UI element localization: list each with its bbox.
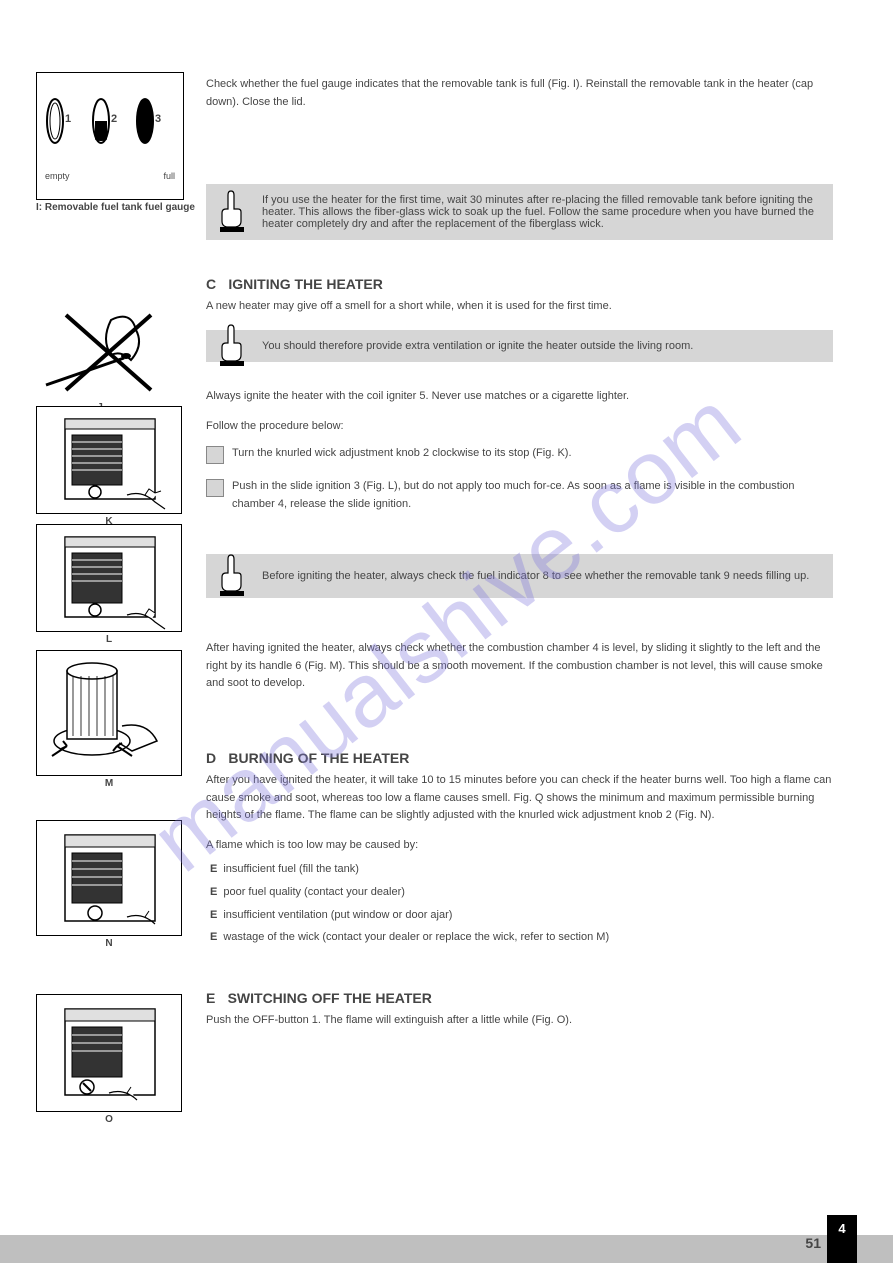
chevron-icon: E [210, 860, 217, 879]
gauge-full-label: full [163, 171, 175, 181]
figure-i: 1 2 3 empty full [36, 72, 184, 200]
note-box-3: Before igniting the heater, always check… [206, 554, 833, 598]
gauge-label-1: 1 [65, 113, 71, 125]
figure-l [36, 524, 182, 632]
pointing-hand-icon [216, 553, 252, 599]
figure-k [36, 406, 182, 514]
figure-n [36, 820, 182, 936]
bottom-bar [0, 1235, 893, 1263]
gauge-label-2: 2 [111, 113, 117, 125]
gauge-empty-label: empty [45, 171, 70, 181]
note-2-text: You should therefore provide extra venti… [262, 340, 693, 352]
section-e-label: E [206, 990, 215, 1006]
note-3-text: Before igniting the heater, always check… [262, 570, 809, 582]
figure-n-caption: N [105, 938, 112, 949]
figure-l-caption: L [106, 634, 112, 645]
cause-d: wastage of the wick (contact your dealer… [223, 928, 609, 947]
figure-o [36, 994, 182, 1112]
section-c-label: C [206, 276, 216, 292]
pointing-hand-icon [216, 189, 252, 235]
section-d-label: D [206, 750, 216, 766]
section-c-always: Always ignite the heater with the coil i… [206, 388, 833, 406]
note-box-2: You should therefore provide extra venti… [206, 330, 833, 362]
cause-a: insufficient fuel (fill the tank) [223, 860, 359, 879]
figure-j [36, 300, 164, 400]
note-box-1: If you use the heater for the first time… [206, 184, 833, 240]
section-c-follow: Follow the procedure below: [206, 418, 833, 436]
step-2-text: Push in the slide ignition 3 (Fig. L), b… [232, 478, 833, 513]
note-1-text: If you use the heater for the first time… [262, 194, 814, 230]
section-e-text: Push the OFF-button 1. The flame will ex… [206, 1012, 833, 1030]
cause-b: poor fuel quality (contact your dealer) [223, 883, 405, 902]
figure-m-caption: M [105, 778, 113, 789]
section-c-after: After having ignited the heater, always … [206, 640, 833, 693]
lang-code: 4 [827, 1215, 857, 1236]
figure-o-caption: O [105, 1114, 113, 1125]
step-number-1 [206, 446, 224, 464]
figure-m [36, 650, 182, 776]
section-c-title: IGNITING THE HEATER [228, 276, 383, 292]
section-c-intro: A new heater may give off a smell for a … [206, 298, 833, 316]
section-d-title: BURNING OF THE HEATER [228, 750, 409, 766]
top-paragraph: Check whether the fuel gauge indicates t… [206, 76, 833, 111]
section-e-title: SWITCHING OFF THE HEATER [228, 990, 432, 1006]
chevron-icon: E [210, 928, 217, 947]
page-number: 51 [805, 1235, 821, 1251]
section-d-causes-intro: A flame which is too low may be caused b… [206, 837, 833, 855]
chevron-icon: E [210, 906, 217, 925]
chevron-icon: E [210, 883, 217, 902]
pointing-hand-icon [216, 323, 252, 369]
step-number-2 [206, 479, 224, 497]
figure-i-caption: I: Removable fuel tank fuel gauge [36, 202, 184, 213]
step-1-text: Turn the knurled wick adjustment knob 2 … [232, 445, 572, 463]
section-d-intro: After you have ignited the heater, it wi… [206, 772, 833, 825]
gauge-label-3: 3 [155, 113, 161, 125]
cause-c: insufficient ventilation (put window or … [223, 906, 452, 925]
page-tab: 4 [827, 1215, 857, 1263]
